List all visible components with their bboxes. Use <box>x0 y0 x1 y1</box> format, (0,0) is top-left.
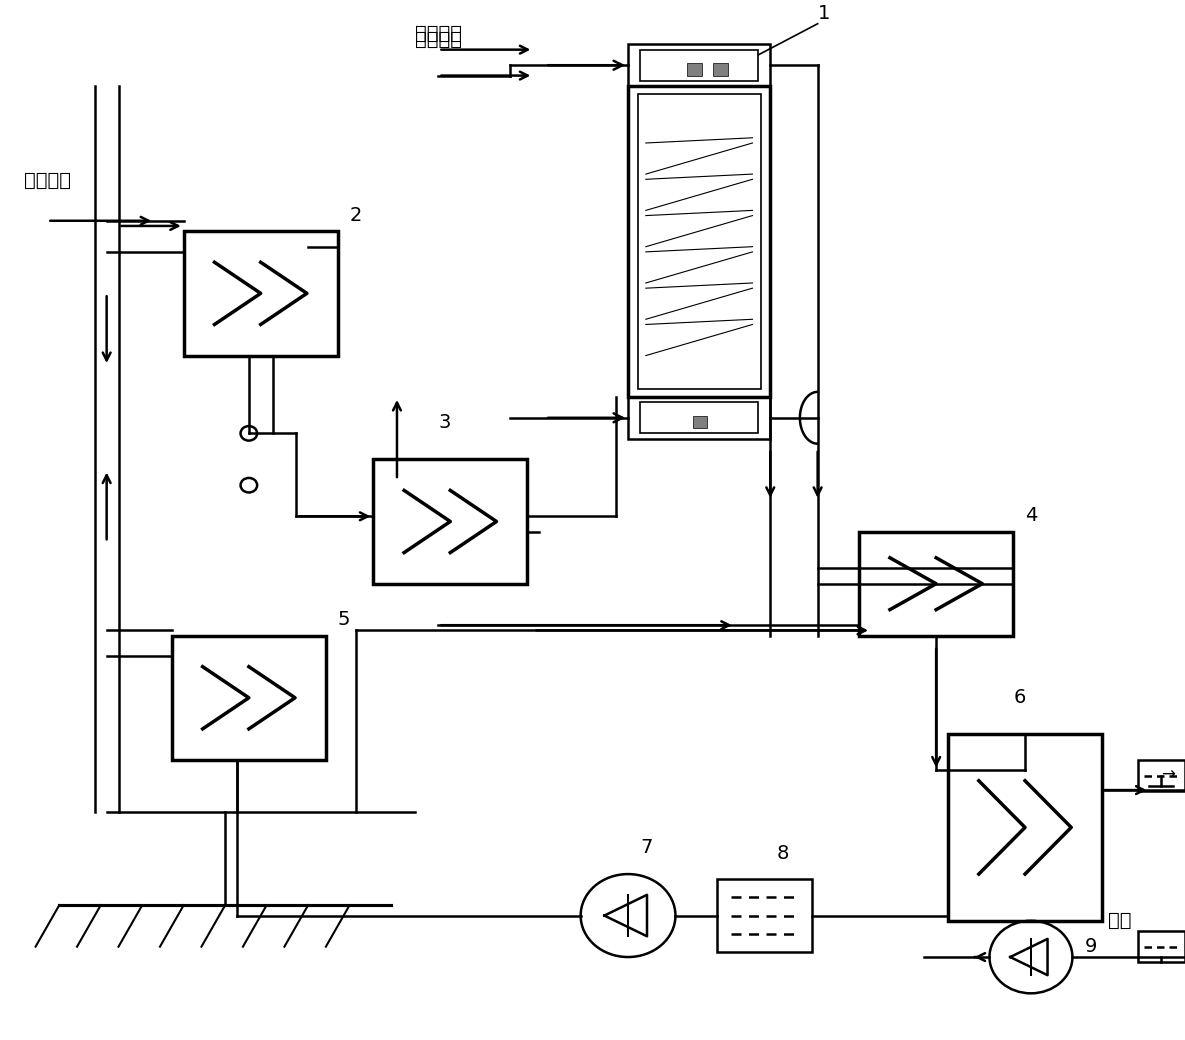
Bar <box>184 231 338 356</box>
Text: 地热水源: 地热水源 <box>24 171 71 189</box>
Text: →: → <box>1161 765 1176 784</box>
Bar <box>638 95 761 389</box>
Bar <box>713 63 728 76</box>
Text: 6: 6 <box>1013 688 1025 707</box>
Text: 循环工质: 循环工质 <box>415 30 462 49</box>
Bar <box>172 635 326 760</box>
Bar <box>373 460 527 583</box>
Bar <box>640 50 758 81</box>
Bar <box>687 63 702 76</box>
Text: 2: 2 <box>350 206 361 225</box>
Bar <box>859 531 1013 635</box>
Bar <box>628 397 770 439</box>
Bar <box>1138 760 1185 791</box>
Bar <box>628 45 770 86</box>
Bar <box>948 734 1102 920</box>
Bar <box>693 416 707 428</box>
Text: 1: 1 <box>818 3 830 23</box>
Bar <box>1138 931 1185 962</box>
Text: 7: 7 <box>640 838 652 857</box>
Bar <box>628 86 770 397</box>
Text: 冷水: 冷水 <box>1108 911 1132 930</box>
Text: 9: 9 <box>1084 937 1096 956</box>
Bar <box>717 879 812 952</box>
Text: 循环工质: 循环工质 <box>415 24 462 44</box>
Text: 8: 8 <box>776 843 788 862</box>
Text: 3: 3 <box>438 413 450 433</box>
Text: 5: 5 <box>338 610 351 629</box>
Bar <box>640 402 758 434</box>
Text: 4: 4 <box>1025 506 1037 525</box>
